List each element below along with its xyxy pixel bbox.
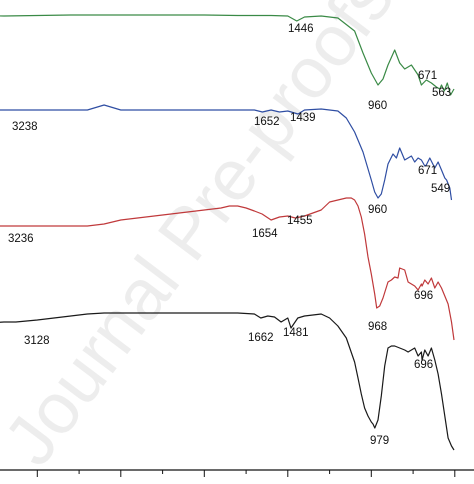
peak-label-979: 979 xyxy=(370,435,389,447)
peak-label-1652: 1652 xyxy=(254,116,280,128)
watermark: Journal Pre-proofs xyxy=(0,0,409,480)
peak-label-1481: 1481 xyxy=(283,327,309,339)
peak-label-960: 960 xyxy=(368,100,387,112)
peak-label-671: 671 xyxy=(418,165,437,177)
peak-label-1439: 1439 xyxy=(290,112,316,124)
peak-label-563: 563 xyxy=(432,87,451,99)
peak-label-1662: 1662 xyxy=(248,332,274,344)
spectrum-line-2 xyxy=(0,104,453,201)
peak-label-1446: 1446 xyxy=(288,23,314,35)
peak-label-3236: 3236 xyxy=(8,233,34,245)
peak-label-3238: 3238 xyxy=(12,121,38,133)
peak-label-671: 671 xyxy=(418,70,437,82)
spectrum-line-3 xyxy=(0,197,455,341)
peak-labels: 1446 960 671 563 3238 1652 1439 960 671 549 3236 16… xyxy=(8,23,451,447)
spectrum-line-4 xyxy=(0,312,455,451)
peak-label-960: 960 xyxy=(368,204,387,216)
x-axis xyxy=(0,469,474,477)
peak-label-968: 968 xyxy=(368,321,387,333)
spectrum-line-1 xyxy=(0,14,455,96)
spectra-series xyxy=(0,14,455,451)
peak-label-3128: 3128 xyxy=(24,335,50,347)
peak-label-1455: 1455 xyxy=(287,215,313,227)
peak-label-696: 696 xyxy=(414,359,433,371)
watermark-text: Journal Pre-proofs xyxy=(0,0,409,480)
peak-label-696: 696 xyxy=(414,290,433,302)
peak-label-549: 549 xyxy=(431,183,450,195)
peak-label-1654: 1654 xyxy=(252,228,278,240)
